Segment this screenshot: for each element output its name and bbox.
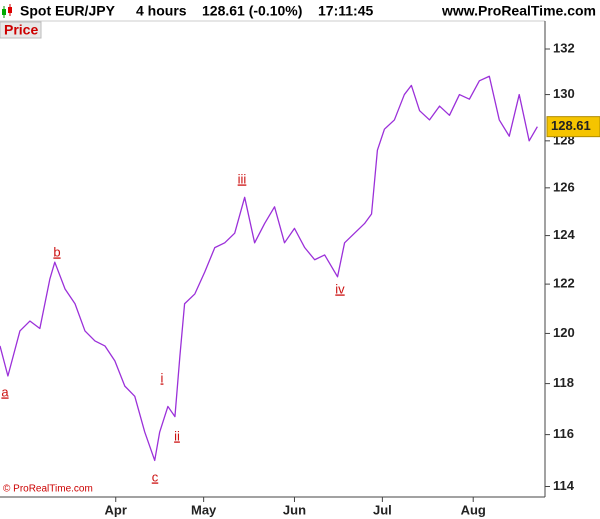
timeframe: 4 hours (136, 3, 187, 19)
y-tick-label: 118 (553, 375, 574, 390)
x-tick-label: Aug (461, 502, 486, 517)
wave-label: a (1, 384, 9, 399)
symbol: Spot EUR/JPY (20, 3, 116, 19)
wave-label: ii (174, 428, 180, 443)
y-tick-label: 126 (553, 179, 575, 194)
x-tick-label: Apr (105, 502, 127, 517)
panel-label: Price (4, 22, 38, 38)
site: www.ProRealTime.com (441, 3, 596, 19)
wave-label: iii (238, 171, 247, 186)
panel-label-box (0, 21, 42, 39)
y-tick-label: 132 (553, 40, 575, 55)
wave-label: i (161, 370, 164, 385)
y-tick-label: 122 (553, 276, 575, 291)
time: 17:11:45 (318, 3, 373, 19)
y-tick-label: 114 (553, 478, 575, 493)
last-price-tag (546, 116, 600, 138)
price-line (0, 75, 538, 462)
wave-label: iv (335, 281, 345, 296)
y-tick-label: 130 (553, 86, 575, 101)
last-price-label: 128.61 (551, 118, 591, 133)
candle-icon (2, 4, 12, 18)
y-tick-label: 124 (553, 227, 575, 242)
wave-label: b (53, 244, 60, 259)
x-tick-label: Jun (283, 502, 306, 517)
y-tick-label: 116 (553, 426, 574, 441)
x-tick-label: Jul (373, 502, 392, 517)
wave-label: c (152, 469, 159, 484)
copyright: © ProRealTime.com (3, 484, 93, 495)
y-tick-label: 120 (553, 325, 575, 340)
x-tick-label: May (191, 502, 217, 517)
quote: 128.61 (-0.10%) (202, 3, 302, 19)
